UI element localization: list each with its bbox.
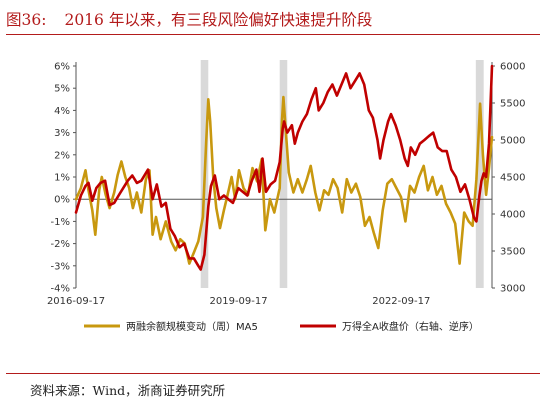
title-rule <box>6 34 540 35</box>
chart: -4% -3% -2% -1% 0% 1% 2% 3% 4% 5% 6% 3000 3500 4000 4… <box>47 60 525 333</box>
left-tick-label: 0% <box>54 195 70 206</box>
x-tick-label: 2016-09-17 <box>47 296 105 307</box>
shaded-periods <box>200 60 484 288</box>
left-tick-label: -4% <box>51 284 70 295</box>
legend: 两融余额规模变动（周）MA5 万得全A收盘价（右轴、逆序） <box>84 320 479 333</box>
right-tick-label: 5000 <box>500 136 525 147</box>
shaded-period-3 <box>475 60 484 288</box>
x-tick-label: 2019-09-17 <box>210 296 268 307</box>
left-tick-label: 6% <box>54 62 70 73</box>
series-line-2 <box>74 64 494 271</box>
right-tick-label: 5500 <box>500 99 525 110</box>
right-tick-label: 4500 <box>500 173 525 184</box>
left-tick-label: 2% <box>54 150 70 161</box>
left-tick-label: 4% <box>54 106 70 117</box>
shaded-period-2 <box>279 60 288 288</box>
left-tick-label: 5% <box>54 84 70 95</box>
legend-label-2: 万得全A收盘价（右轴、逆序） <box>342 320 479 333</box>
right-axis: 3000 3500 4000 4500 5000 5500 6000 <box>491 62 525 295</box>
figure-number: 图36: <box>6 11 47 29</box>
left-tick-label: 1% <box>54 173 70 184</box>
x-axis: 2016-09-17 2019-09-17 2022-09-17 <box>47 198 492 307</box>
right-tick-label: 4000 <box>500 210 525 221</box>
figure-source: 资料来源：Wind，浙商证券研究所 <box>30 383 226 398</box>
right-tick-label: 3500 <box>500 247 525 258</box>
left-tick-label: 3% <box>54 128 70 139</box>
left-tick-label: -3% <box>51 261 70 272</box>
right-tick-label: 3000 <box>500 284 525 295</box>
figure-title-text: 2016 年以来，有三段风险偏好快速提升阶段 <box>64 11 373 29</box>
left-tick-label: -2% <box>51 239 70 250</box>
legend-label-1: 两融余额规模变动（周）MA5 <box>126 320 258 333</box>
source-rule <box>6 373 540 374</box>
left-axis: -4% -3% -2% -1% 0% 1% 2% 3% 4% 5% 6% <box>51 62 77 295</box>
right-tick-label: 6000 <box>500 62 525 73</box>
series-line-1 <box>74 95 494 265</box>
x-tick-label: 2022-09-17 <box>372 296 430 307</box>
left-tick-label: -1% <box>51 217 70 228</box>
series-lines <box>74 64 494 271</box>
figure-title: 图36: 2016 年以来，有三段风险偏好快速提升阶段 <box>6 8 372 30</box>
